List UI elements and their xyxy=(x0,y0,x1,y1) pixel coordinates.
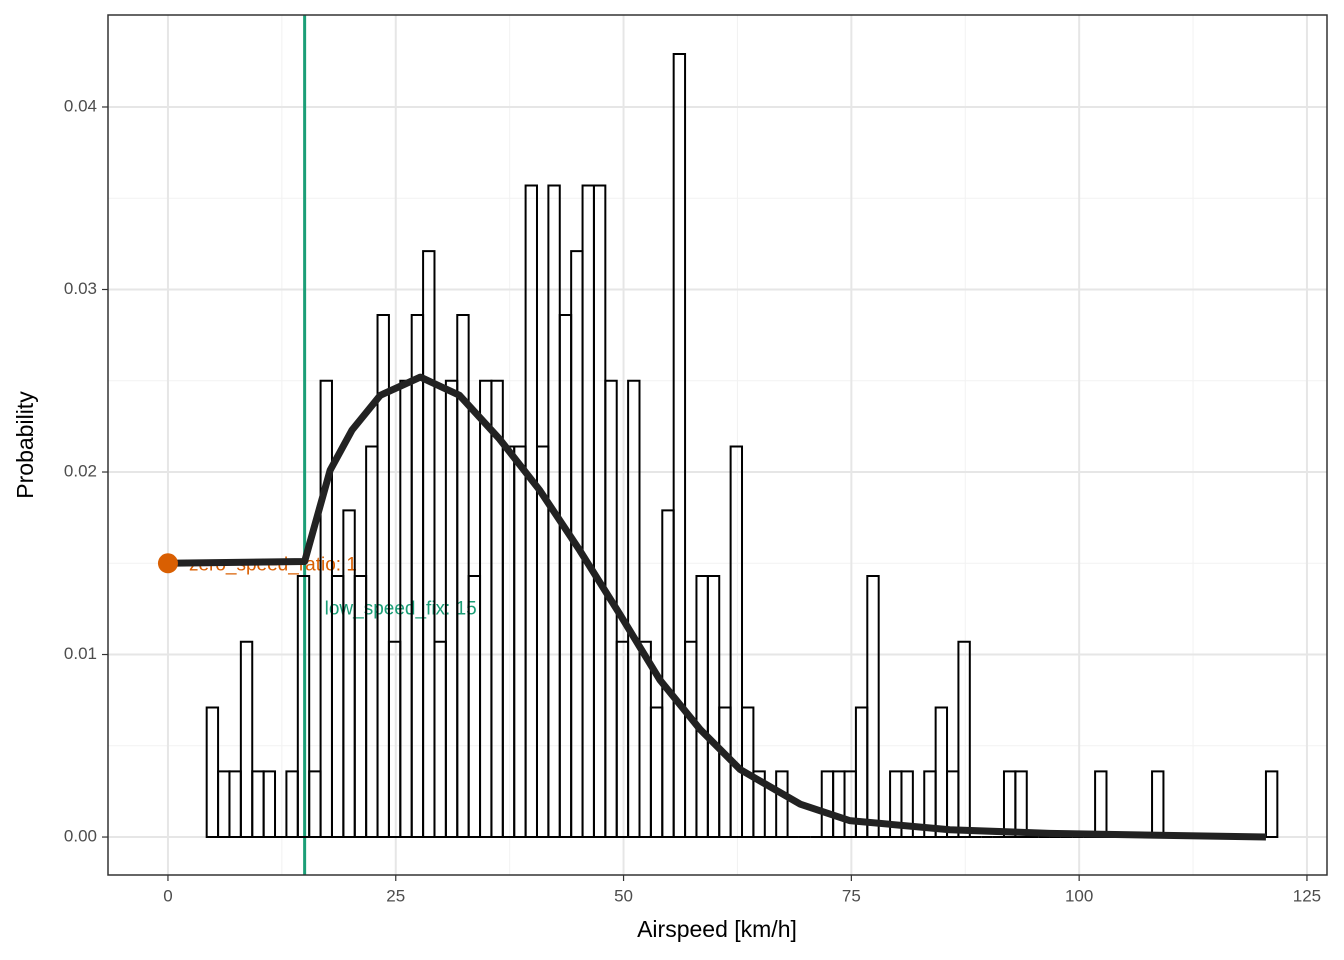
bar xyxy=(205,706,220,839)
bar xyxy=(706,575,721,839)
bar xyxy=(524,184,538,839)
bar xyxy=(239,640,254,839)
x-axis-title: Airspeed [km/h] xyxy=(637,916,797,942)
bar xyxy=(604,379,618,839)
panel xyxy=(108,15,1327,875)
bar xyxy=(1014,770,1028,839)
bar xyxy=(672,53,687,839)
bar xyxy=(490,379,504,839)
bar xyxy=(319,379,333,839)
x-tick-label: 125 xyxy=(1293,886,1321,905)
bar xyxy=(729,445,744,839)
bar xyxy=(638,640,652,839)
y-tick-label: 0.04 xyxy=(64,96,97,115)
bar xyxy=(900,770,914,839)
bar xyxy=(376,314,390,839)
bar xyxy=(957,640,971,839)
point xyxy=(157,553,178,574)
bar xyxy=(752,770,766,839)
y-tick-label: 0.01 xyxy=(64,644,97,663)
bar xyxy=(456,314,470,839)
y-tick-label: 0.00 xyxy=(64,827,97,846)
density-line xyxy=(167,373,1267,841)
bar xyxy=(547,184,561,839)
bar xyxy=(592,184,607,839)
x-tick-label: 0 xyxy=(163,886,172,905)
bar xyxy=(342,509,356,839)
y-tick-label: 0.02 xyxy=(64,461,97,480)
x-tick-label: 25 xyxy=(386,886,405,905)
bar xyxy=(422,250,436,839)
bar xyxy=(1264,770,1279,839)
x-tick-label: 100 xyxy=(1065,886,1093,905)
x-tick-label: 75 xyxy=(842,886,861,905)
panel-border xyxy=(107,14,1328,876)
bar xyxy=(741,706,755,839)
bar xyxy=(934,706,949,839)
y-tick-label: 0.03 xyxy=(64,279,97,298)
bar xyxy=(627,379,641,839)
bar xyxy=(296,575,311,839)
y-axis-title: Probability xyxy=(12,391,38,499)
bar xyxy=(866,575,880,839)
bar xyxy=(262,770,277,839)
x-tick-label: 50 xyxy=(614,886,633,905)
